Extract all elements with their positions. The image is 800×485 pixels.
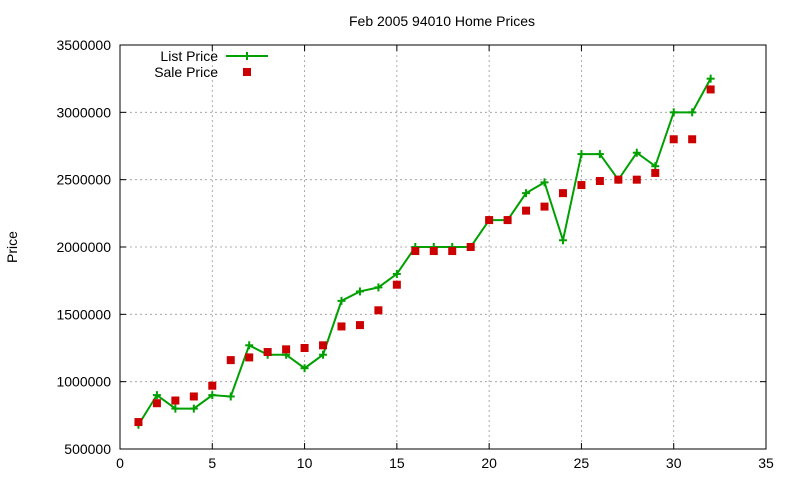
x-tick-label: 0	[116, 455, 124, 471]
y-tick-label: 3500000	[56, 37, 111, 53]
list-price-point	[577, 150, 586, 159]
sale-price-point	[577, 181, 586, 190]
sale-price-point	[706, 85, 715, 94]
list-price-point	[152, 391, 161, 400]
sale-price-point	[245, 353, 254, 362]
list-price-point	[540, 178, 549, 187]
sale-price-point	[300, 344, 309, 352]
list-price-point	[337, 296, 346, 305]
list-price-point	[300, 364, 309, 373]
legend-label-list-price: List Price	[160, 48, 218, 64]
x-tick-label: 15	[389, 455, 405, 471]
sale-price-point	[152, 399, 161, 408]
sale-price-point	[355, 321, 364, 330]
sale-price-point	[632, 175, 641, 184]
list-price-point	[669, 108, 678, 117]
sale-price-point	[374, 306, 383, 315]
list-price-point	[355, 287, 364, 296]
sale-price-point	[558, 189, 567, 198]
legend-label-sale-price: Sale Price	[154, 64, 218, 80]
x-tick-label: 35	[758, 455, 774, 471]
list-price-point	[392, 269, 401, 278]
sale-price-point	[263, 348, 272, 357]
sale-price-point	[189, 392, 198, 401]
list-price-point	[208, 391, 217, 400]
list-price-point	[595, 150, 604, 159]
list-price-point	[245, 341, 254, 350]
legend-marker-sale-price	[243, 68, 251, 76]
list-price-point	[226, 392, 235, 401]
y-tick-label: 1000000	[56, 374, 111, 390]
list-price-point	[558, 236, 567, 245]
sale-price-point	[319, 341, 328, 350]
sale-price-point	[614, 175, 623, 184]
y-axis-label: Price	[4, 231, 20, 263]
y-tick-label: 500000	[64, 441, 111, 457]
sale-price-point	[540, 202, 549, 211]
chart-title: Feb 2005 94010 Home Prices	[349, 13, 535, 29]
x-tick-label: 25	[574, 455, 590, 471]
y-tick-label: 2000000	[56, 239, 111, 255]
list-price-point	[522, 189, 531, 198]
y-tick-label: 2500000	[56, 172, 111, 188]
y-tick-label: 3000000	[56, 104, 111, 120]
list-price-point	[632, 148, 641, 157]
list-price-point	[171, 404, 180, 413]
sale-price-point	[171, 396, 180, 405]
sale-price-point	[485, 216, 494, 225]
list-price-line	[137, 78, 712, 426]
list-price-point	[189, 404, 198, 413]
sale-price-point	[595, 177, 604, 186]
x-tick-label: 20	[481, 455, 497, 471]
sale-price-point	[282, 345, 291, 354]
list-price-point	[651, 162, 660, 171]
sale-price-point	[429, 247, 438, 256]
x-tick-label: 30	[666, 455, 682, 471]
list-price-point	[374, 283, 383, 292]
sale-price-point	[503, 216, 512, 225]
sale-price-point	[411, 247, 420, 256]
x-tick-label: 5	[208, 455, 216, 471]
sale-price-point	[466, 243, 475, 251]
sale-price-point	[448, 247, 457, 256]
list-price-point	[319, 350, 328, 359]
sale-price-point	[337, 322, 346, 331]
axes: 0 5 10 15 20 25 30 35 500000 1000000 1500000 200000…	[56, 37, 774, 471]
sale-price-point	[208, 381, 217, 390]
grid	[120, 45, 766, 449]
y-tick-label: 1500000	[56, 306, 111, 322]
list-price-point	[706, 74, 715, 83]
sale-price-point	[134, 418, 143, 427]
sale-price-point	[651, 168, 660, 177]
series-layer	[134, 74, 715, 429]
sale-price-point	[669, 135, 678, 144]
list-price-point	[688, 108, 697, 117]
x-tick-label: 10	[297, 455, 313, 471]
sale-price-point	[392, 280, 401, 289]
sale-price-point	[226, 356, 235, 365]
sale-price-point	[522, 206, 531, 215]
sale-price-point	[688, 135, 697, 144]
